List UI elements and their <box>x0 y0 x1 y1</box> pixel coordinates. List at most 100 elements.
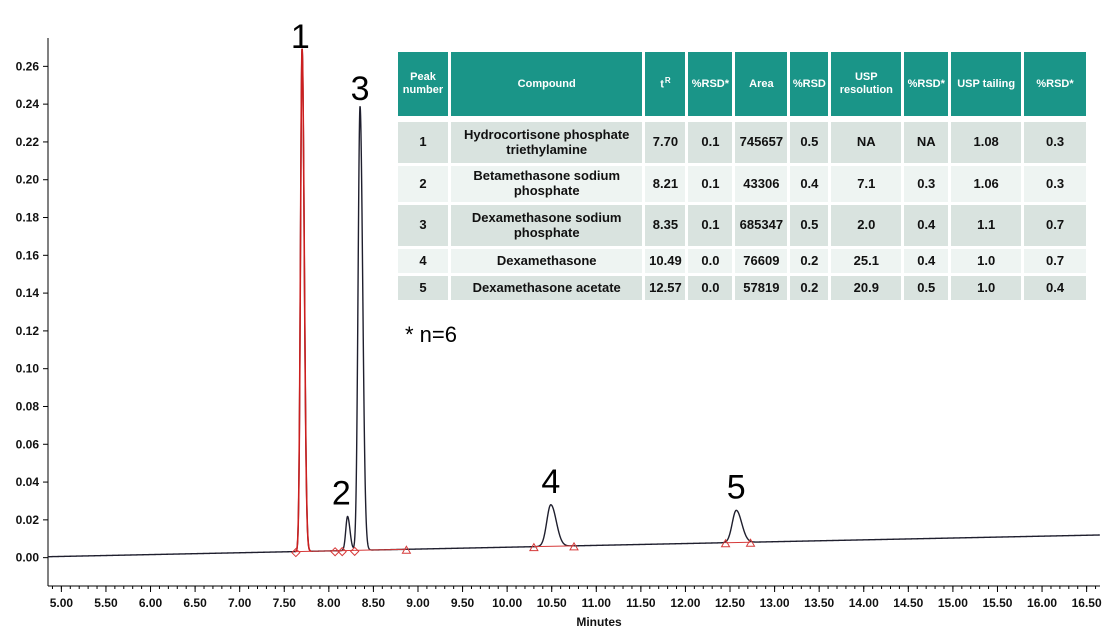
table-cell: 0.7 <box>1024 205 1086 246</box>
x-tick-label: 11.00 <box>582 596 612 610</box>
header-rsd-tailing: %RSD* <box>1024 52 1086 116</box>
peak-label-4: 4 <box>541 463 560 501</box>
table-cell: 0.1 <box>688 205 733 246</box>
table-cell: NA <box>904 119 949 163</box>
integration-marker-triangle <box>569 541 579 551</box>
header-rsd-resolution: %RSD* <box>904 52 949 116</box>
integration-marker-triangle <box>720 538 731 548</box>
table-footnote: * n=6 <box>405 322 457 347</box>
x-tick-label: 6.00 <box>139 596 163 610</box>
table-cell: Betamethasone sodium phosphate <box>450 166 643 202</box>
results-table: Peak number Compound tR %RSD* Area %RSD … <box>395 49 1089 303</box>
table-cell: 0.2 <box>790 249 829 273</box>
table-cell: 0.4 <box>904 249 949 273</box>
table-cell: 0.0 <box>688 276 733 300</box>
x-tick-label: 12.00 <box>670 596 700 610</box>
x-tick-label: 12.50 <box>715 596 745 610</box>
integration-marker-triangle <box>401 545 412 554</box>
table-cell: 745657 <box>735 119 788 163</box>
table-cell: 0.2 <box>790 276 829 300</box>
table-cell: Dexamethasone acetate <box>450 276 643 300</box>
header-peak-number: Peak number <box>398 52 448 116</box>
table-cell: 0.1 <box>688 166 733 202</box>
table-cell: Hydrocortisone phosphate triethylamine <box>450 119 643 163</box>
table-cell: 10.49 <box>645 249 686 273</box>
table-cell: 20.9 <box>831 276 902 300</box>
y-tick-label: 0.02 <box>16 513 40 527</box>
header-rsd-rt: %RSD* <box>688 52 733 116</box>
y-tick-label: 0.16 <box>16 248 40 262</box>
table-row: 2 Betamethasone sodium phosphate 8.21 0.… <box>398 166 1086 202</box>
table-cell: NA <box>831 119 902 163</box>
header-retention-time-r: R <box>664 76 671 86</box>
integration-marker-diamond <box>337 546 347 557</box>
integration-marker-triangle <box>529 542 539 552</box>
header-area: Area <box>735 52 788 116</box>
x-tick-label: 16.50 <box>1072 596 1102 610</box>
table-cell: Dexamethasone <box>450 249 643 273</box>
integration-baseline <box>533 545 575 548</box>
integration-marker-diamond <box>330 547 340 557</box>
x-axis-title: Minutes <box>576 615 622 629</box>
table-row: 3 Dexamethasone sodium phosphate 8.35 0.… <box>398 205 1086 246</box>
integration-marker-diamond <box>349 546 360 557</box>
header-retention-time-t: t <box>660 79 664 91</box>
x-tick-label: 13.00 <box>760 596 790 610</box>
table-cell: 1.0 <box>951 276 1022 300</box>
table-cell: 8.35 <box>645 205 686 246</box>
y-tick-label: 0.18 <box>16 211 40 225</box>
table-cell: 7.70 <box>645 119 686 163</box>
table-cell: 3 <box>398 205 448 246</box>
y-tick-label: 0.26 <box>16 59 40 73</box>
table-cell: 7.1 <box>831 166 902 202</box>
table-cell: 1.0 <box>951 249 1022 273</box>
table-cell: 0.4 <box>1024 276 1086 300</box>
y-tick-label: 0.24 <box>16 97 40 111</box>
x-tick-label: 5.00 <box>50 596 74 610</box>
x-tick-label: 14.00 <box>849 596 879 610</box>
x-tick-label: 8.00 <box>317 596 341 610</box>
integration-marker-triangle <box>745 538 756 547</box>
table-cell: 5 <box>398 276 448 300</box>
table-cell: 4 <box>398 249 448 273</box>
y-tick-label: 0.00 <box>16 551 40 565</box>
table-cell: 76609 <box>735 249 788 273</box>
y-tick-label: 0.04 <box>16 475 40 489</box>
table-cell: 0.3 <box>1024 166 1086 202</box>
header-compound: Compound <box>450 52 643 116</box>
header-rsd-area: %RSD <box>790 52 829 116</box>
peak-label-3: 3 <box>351 70 370 108</box>
integration-baseline <box>725 541 751 544</box>
x-tick-label: 10.00 <box>492 596 522 610</box>
table-cell: 25.1 <box>831 249 902 273</box>
table-cell: 0.7 <box>1024 249 1086 273</box>
table-cell: 0.1 <box>688 119 733 163</box>
x-tick-label: 14.50 <box>893 596 923 610</box>
table-cell: Dexamethasone sodium phosphate <box>450 205 643 246</box>
table-cell: 1.1 <box>951 205 1022 246</box>
x-tick-label: 15.50 <box>982 596 1012 610</box>
header-retention-time: tR <box>645 52 686 116</box>
header-usp-resolution: USP resolution <box>831 52 902 116</box>
table-cell: 43306 <box>735 166 788 202</box>
table-cell: 1 <box>398 119 448 163</box>
table-row: 1 Hydrocortisone phosphate triethylamine… <box>398 119 1086 163</box>
table-row: 5 Dexamethasone acetate 12.57 0.0 57819 … <box>398 276 1086 300</box>
integration-marker-diamond <box>291 547 301 558</box>
table-cell: 0.3 <box>1024 119 1086 163</box>
table-cell: 0.5 <box>904 276 949 300</box>
table-cell: 57819 <box>735 276 788 300</box>
x-tick-label: 7.50 <box>273 596 297 610</box>
header-usp-tailing: USP tailing <box>951 52 1022 116</box>
table-cell: 685347 <box>735 205 788 246</box>
x-tick-label: 5.50 <box>94 596 118 610</box>
table-cell: 12.57 <box>645 276 686 300</box>
table-cell: 0.4 <box>790 166 829 202</box>
x-tick-label: 7.00 <box>228 596 252 610</box>
x-tick-label: 15.00 <box>938 596 968 610</box>
table-header-row: Peak number Compound tR %RSD* Area %RSD … <box>398 52 1086 116</box>
table-row: 4 Dexamethasone 10.49 0.0 76609 0.2 25.1… <box>398 249 1086 273</box>
table-cell: 0.4 <box>904 205 949 246</box>
y-tick-label: 0.10 <box>16 362 40 376</box>
x-tick-label: 10.50 <box>537 596 567 610</box>
